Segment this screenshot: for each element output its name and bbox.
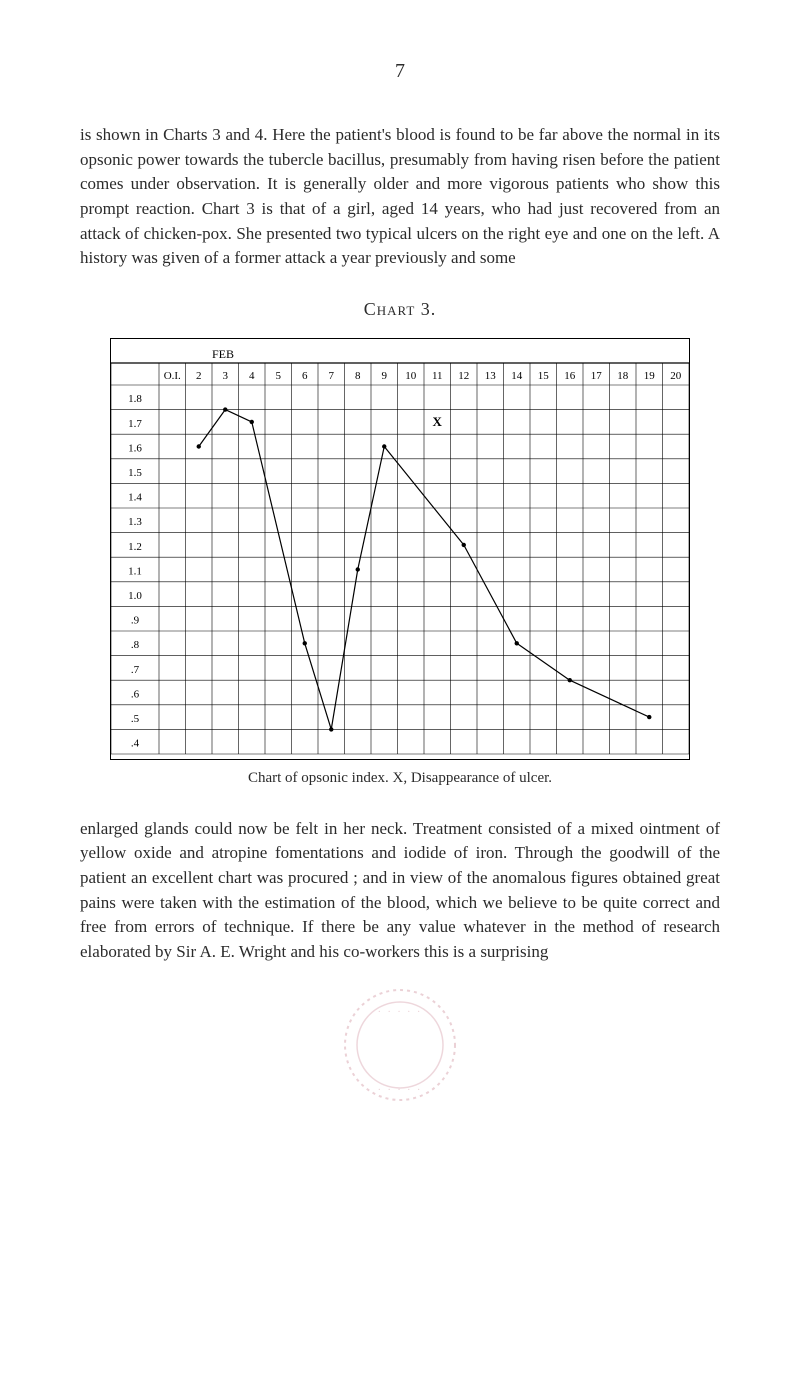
- svg-text:9: 9: [382, 370, 388, 382]
- svg-text:2: 2: [196, 370, 202, 382]
- svg-text:16: 16: [564, 370, 576, 382]
- stamp-area: · · · · · · · · · ·: [80, 985, 720, 1110]
- opsonic-chart-svg: FEB O.I. 2 3 4 5 6 7 8 9 10 11 12 13 14 15 16 17 18 19 20 1.8…: [111, 339, 689, 759]
- svg-text:17: 17: [591, 370, 603, 382]
- svg-text:12: 12: [458, 370, 469, 382]
- svg-text:14: 14: [511, 370, 523, 382]
- svg-text:1.8: 1.8: [128, 393, 142, 405]
- svg-text:7: 7: [329, 370, 335, 382]
- svg-text:18: 18: [617, 370, 629, 382]
- svg-text:19: 19: [644, 370, 656, 382]
- svg-text:15: 15: [538, 370, 550, 382]
- svg-text:1.5: 1.5: [128, 467, 142, 479]
- svg-text:1.2: 1.2: [128, 541, 142, 553]
- opsonic-chart: FEB O.I. 2 3 4 5 6 7 8 9 10 11 12 13 14 15 16 17 18 19 20 1.8…: [110, 338, 690, 760]
- chart-title: Chart 3.: [80, 299, 720, 320]
- svg-text:FEB: FEB: [212, 347, 234, 361]
- svg-text:· · · · ·: · · · · ·: [378, 1007, 423, 1018]
- svg-text:6: 6: [302, 370, 308, 382]
- svg-text:.9: .9: [131, 614, 140, 626]
- svg-text:3: 3: [223, 370, 229, 382]
- svg-text:5: 5: [276, 370, 282, 382]
- page-container: 7 is shown in Charts 3 and 4. Here the p…: [0, 0, 800, 1150]
- svg-text:1.0: 1.0: [128, 590, 142, 602]
- svg-text:.5: .5: [131, 713, 140, 725]
- svg-text:11: 11: [432, 370, 443, 382]
- svg-text:.8: .8: [131, 639, 140, 651]
- svg-text:1.7: 1.7: [128, 418, 142, 430]
- svg-text:8: 8: [355, 370, 361, 382]
- svg-text:4: 4: [249, 370, 255, 382]
- svg-text:.4: .4: [131, 737, 140, 749]
- svg-text:1.4: 1.4: [128, 491, 142, 503]
- svg-text:10: 10: [405, 370, 417, 382]
- svg-text:X: X: [433, 414, 443, 429]
- svg-text:O.I.: O.I.: [164, 370, 181, 382]
- svg-text:· · · · ·: · · · · ·: [378, 1085, 423, 1096]
- svg-text:.6: .6: [131, 688, 140, 700]
- page-number: 7: [80, 60, 720, 83]
- chart-caption: Chart of opsonic index. X, Disappearance…: [80, 770, 720, 787]
- svg-text:1.3: 1.3: [128, 516, 142, 528]
- paragraph-bottom: enlarged glands could now be felt in her…: [80, 817, 720, 965]
- svg-text:13: 13: [485, 370, 497, 382]
- svg-text:20: 20: [670, 370, 682, 382]
- svg-text:1.1: 1.1: [128, 565, 142, 577]
- paragraph-top: is shown in Charts 3 and 4. Here the pat…: [80, 123, 720, 271]
- stamp-icon: · · · · · · · · · ·: [330, 985, 470, 1105]
- svg-text:.7: .7: [131, 664, 140, 676]
- svg-text:1.6: 1.6: [128, 442, 142, 454]
